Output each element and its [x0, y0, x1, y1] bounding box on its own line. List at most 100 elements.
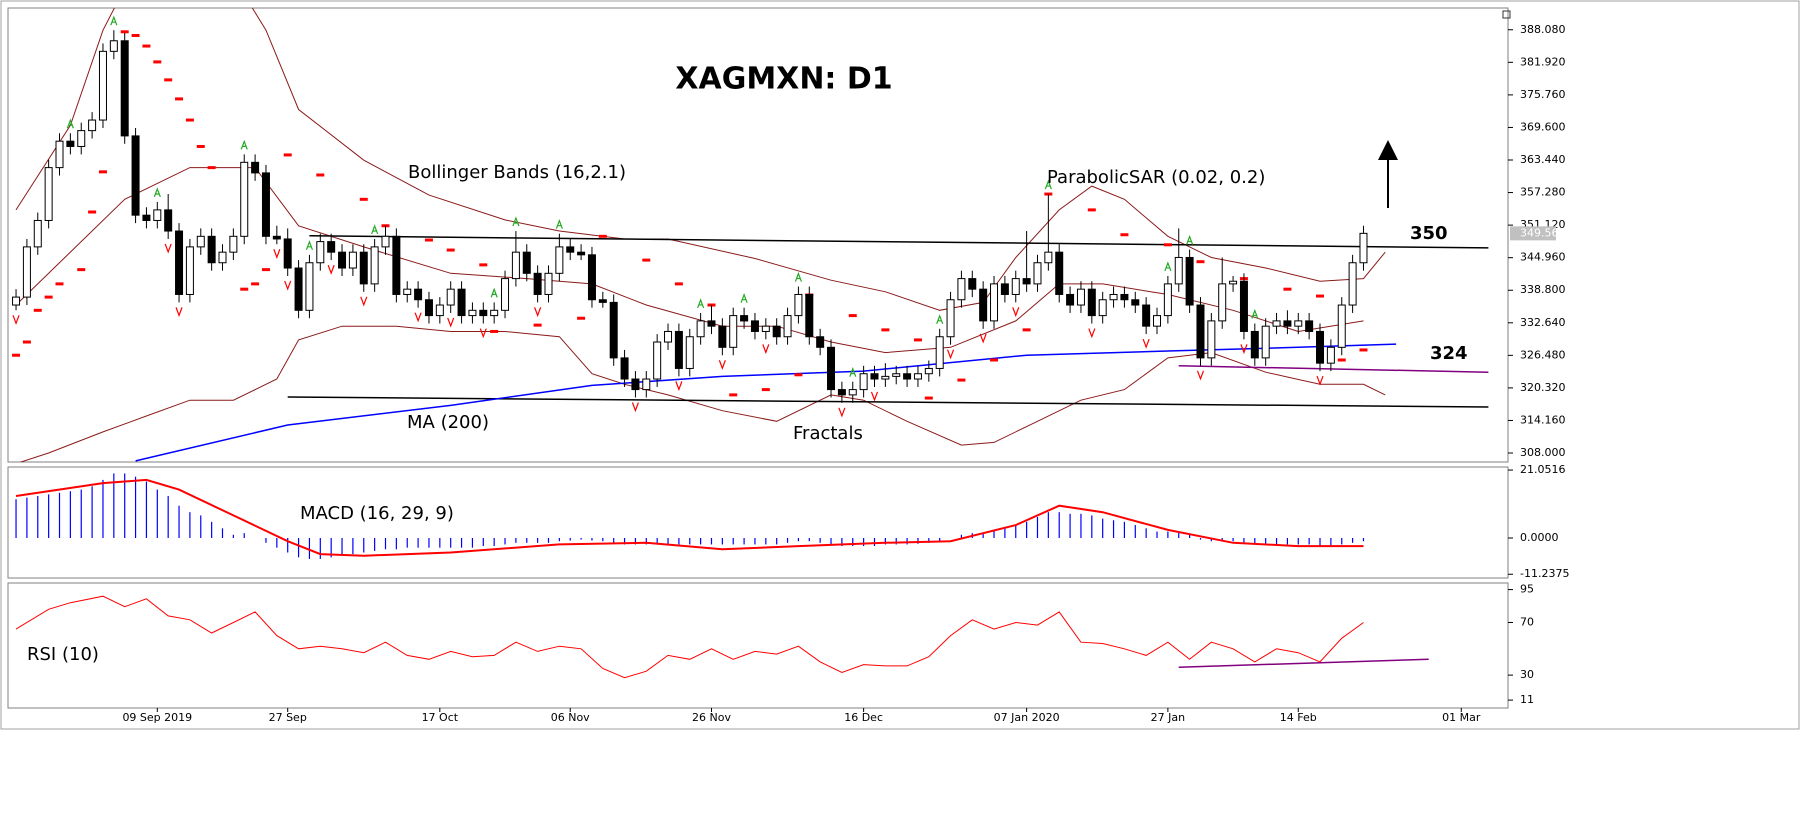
fractal-up	[794, 271, 802, 282]
fractal-down	[12, 315, 20, 326]
fractal-down	[979, 333, 987, 344]
candle-body	[338, 251, 347, 269]
candle-body	[696, 320, 705, 338]
candle-body	[544, 272, 553, 295]
candle-body	[142, 214, 151, 221]
candle-body	[566, 246, 575, 253]
candle-body	[153, 209, 162, 221]
fractal-down	[1240, 344, 1248, 355]
candle-body	[1174, 256, 1183, 285]
x-tick-label: 17 Oct	[422, 711, 459, 724]
fractal-down	[479, 328, 487, 339]
candle-body	[468, 309, 477, 317]
candle-body	[577, 251, 586, 256]
candle-body	[457, 288, 466, 317]
candle-body	[218, 251, 227, 264]
candle-body	[435, 304, 444, 317]
y-tick-label: 332.640	[1520, 316, 1566, 329]
fractal-up	[936, 314, 944, 325]
candle-body	[381, 235, 390, 248]
candle-body	[414, 288, 423, 301]
candle-body	[533, 272, 542, 295]
candle-body	[370, 246, 379, 285]
y-tick-label: 30	[1520, 668, 1534, 681]
candle-body	[642, 378, 651, 391]
candle-body	[1337, 304, 1346, 348]
y-tick-label: 357.280	[1520, 186, 1566, 199]
fractal-up	[849, 366, 857, 377]
fractal-down	[870, 391, 879, 402]
candle-body	[1142, 304, 1151, 327]
candle-body	[1022, 278, 1031, 285]
fractal-down	[327, 264, 335, 275]
fractal-down	[946, 349, 955, 360]
fractal-down	[1088, 328, 1096, 339]
candle-body	[164, 209, 173, 232]
candle-body	[98, 50, 107, 121]
panel-button[interactable]	[1502, 10, 1511, 19]
candle-body	[88, 119, 97, 132]
level-label: 350	[1410, 223, 1448, 244]
candle-body	[903, 373, 912, 380]
fractal-down	[534, 307, 542, 318]
y-tick-label: 375.760	[1520, 88, 1566, 101]
candle-body	[1294, 320, 1303, 327]
fractal-up	[1251, 308, 1259, 319]
candle-body	[316, 241, 325, 264]
candle-body	[913, 373, 922, 380]
y-tick-label: 95	[1520, 583, 1534, 596]
candle-body	[240, 161, 249, 237]
price-tag	[1510, 226, 1556, 241]
candle-body	[261, 172, 270, 237]
candle-body	[957, 278, 966, 301]
candle-body	[327, 241, 336, 253]
y-tick-label: -11.2375	[1520, 567, 1569, 580]
candle-body	[1239, 280, 1248, 332]
candle-body	[109, 40, 118, 52]
candle-body	[750, 320, 759, 332]
candle-body	[77, 130, 86, 147]
candle-body	[55, 140, 64, 169]
candle-body	[968, 278, 977, 290]
candle-body	[783, 315, 792, 338]
candle-body	[1229, 280, 1238, 285]
candle-body	[1261, 325, 1270, 359]
indicator-line	[287, 396, 1489, 408]
candle-body	[1120, 293, 1129, 301]
candle-body	[305, 262, 314, 311]
fractal-up	[1164, 261, 1172, 272]
macd-panel	[7, 466, 1509, 579]
candle-body	[805, 293, 814, 338]
candle-body	[859, 373, 868, 391]
fractal-up	[490, 287, 498, 298]
fractal-down	[675, 381, 683, 392]
annotation: MA (200)	[407, 412, 489, 433]
candle-body	[522, 251, 531, 274]
candle-body	[283, 238, 292, 269]
x-tick-label: 16 Dec	[844, 711, 883, 724]
candle-body	[424, 299, 433, 317]
candle-body	[631, 378, 640, 391]
fractal-up	[1186, 234, 1194, 245]
indicator-line	[15, 478, 1364, 557]
candle-body	[1207, 320, 1216, 359]
candle-body	[229, 235, 238, 253]
candle-body	[1055, 251, 1064, 295]
candle-body	[1153, 315, 1162, 327]
candle-body	[1359, 232, 1368, 264]
rsi-plot	[15, 595, 1429, 679]
candle-body	[816, 336, 825, 348]
fractal-up	[512, 216, 520, 227]
candle-body	[924, 367, 933, 375]
candle-body	[446, 288, 455, 306]
level-label: 324	[1430, 343, 1468, 364]
candle-body	[729, 315, 738, 348]
x-tick-label: 06 Nov	[551, 711, 590, 724]
x-tick-label: 26 Nov	[692, 711, 731, 724]
y-tick-label: 338.800	[1520, 283, 1566, 296]
y-tick-label: 320.320	[1520, 381, 1566, 394]
x-tick-label: 14 Feb	[1280, 711, 1317, 724]
candle-body	[555, 246, 564, 274]
axes: 388.080 381.920 375.760 369.600 363.440 357.2…	[122, 23, 1569, 724]
fractal-down	[838, 407, 846, 418]
